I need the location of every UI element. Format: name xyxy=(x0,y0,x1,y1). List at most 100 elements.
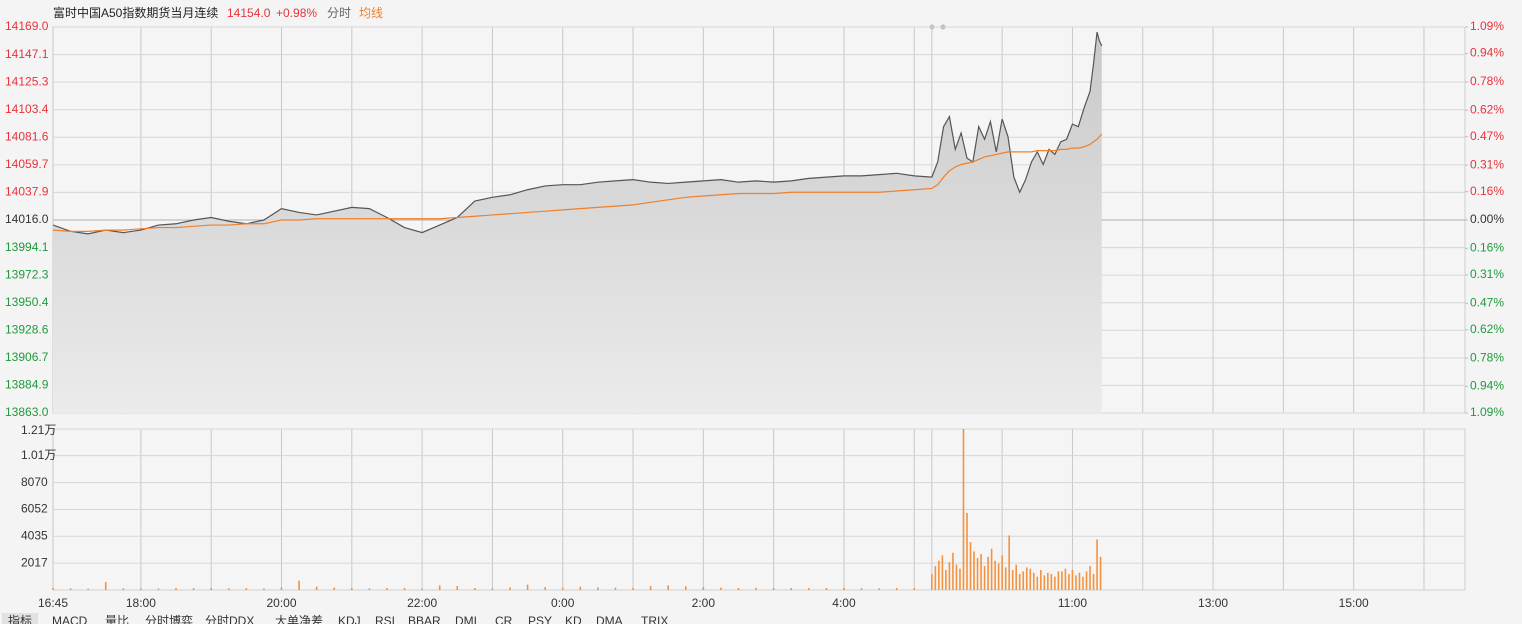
indicator-tab[interactable]: RSI xyxy=(375,614,395,624)
volume-bar xyxy=(614,587,617,590)
volume-bar xyxy=(825,588,828,590)
volume-bar xyxy=(526,584,529,590)
volume-bar xyxy=(1032,572,1035,590)
x-tick-label: 20:00 xyxy=(266,596,296,610)
volume-bar xyxy=(994,560,996,590)
average-line xyxy=(52,133,1103,232)
volume-bar xyxy=(280,587,283,590)
volume-bar xyxy=(997,563,1000,590)
volume-bar xyxy=(955,564,958,590)
y-tick-label: 13863.0 xyxy=(5,405,49,419)
indicator-tab[interactable]: KD xyxy=(565,614,582,624)
indicator-tab[interactable]: MACD xyxy=(52,614,88,624)
x-tick-label: 16:45 xyxy=(38,596,68,610)
volume-bar xyxy=(878,588,880,590)
x-tick-label: 0:00 xyxy=(551,596,575,610)
volume-bar xyxy=(1036,576,1039,590)
volume-bar xyxy=(808,588,810,590)
indicator-tab[interactable]: 分时DDX xyxy=(205,614,254,624)
indicator-tab[interactable]: CR xyxy=(495,614,513,624)
volume-bar xyxy=(69,588,72,590)
y-tick-label: 13906.7 xyxy=(5,350,49,364)
y-tick-label: 14037.9 xyxy=(5,185,49,199)
y2-tick-label: 0.31% xyxy=(1470,267,1504,281)
volume-bar xyxy=(973,551,975,590)
volume-bar xyxy=(298,580,300,590)
indicator-tab[interactable]: TRIX xyxy=(641,614,668,624)
volume-bar xyxy=(913,588,916,590)
volume-bar xyxy=(938,560,940,590)
volume-bar xyxy=(157,588,160,590)
y-tick-label: 1.21万 xyxy=(21,423,56,437)
volume-bar xyxy=(1018,574,1021,590)
y-tick-label: 13950.4 xyxy=(5,295,49,309)
volume-bar xyxy=(980,554,982,590)
volume-bar xyxy=(544,587,546,590)
y2-tick-label: 0.62% xyxy=(1470,102,1504,116)
volume-bar xyxy=(491,588,494,590)
volume-bar xyxy=(421,588,423,590)
indicator-tab[interactable]: BBAR xyxy=(408,614,441,624)
volume-bar xyxy=(1096,539,1098,590)
volume-bar xyxy=(1043,575,1046,590)
indicator-tab[interactable]: 大单净差 xyxy=(275,614,323,624)
volume-bar xyxy=(1064,568,1067,590)
indicator-tab[interactable]: KDJ xyxy=(338,614,361,624)
tab-box xyxy=(2,613,38,624)
price-area xyxy=(53,32,1102,414)
volume-bar xyxy=(772,587,775,590)
volume-bar xyxy=(976,558,979,590)
volume-bar xyxy=(122,588,125,590)
volume-bar xyxy=(403,587,406,590)
volume-bar xyxy=(966,512,968,590)
volume-bar xyxy=(1008,535,1010,590)
chart-title: 富时中国A50指数期货当月连续 xyxy=(53,5,218,20)
volume-bar xyxy=(175,588,177,590)
y-tick-label: 14125.3 xyxy=(5,74,49,88)
volume-bar xyxy=(1040,570,1042,590)
indicator-tab[interactable]: DMA xyxy=(596,614,623,624)
volume-bar xyxy=(351,588,353,590)
indicator-tab[interactable]: 分时博弈 xyxy=(145,613,193,624)
y2-tick-label: 0.31% xyxy=(1470,157,1504,171)
y-tick-label: 13994.1 xyxy=(5,240,49,254)
volume-bar xyxy=(790,588,793,590)
y2-tick-label: 0.16% xyxy=(1470,184,1504,198)
volume-bar xyxy=(474,588,476,590)
volume-bar xyxy=(1015,564,1018,590)
volume-bar xyxy=(245,588,248,590)
indicator-tab[interactable]: 指标 xyxy=(8,613,32,624)
x-tick-label: 4:00 xyxy=(832,596,856,610)
y-tick-label: 14169.0 xyxy=(5,19,49,33)
mode: 分时 xyxy=(327,6,351,20)
y-tick-label: 1.01万 xyxy=(21,448,56,462)
volume-bar xyxy=(386,588,388,590)
y-tick-label: 14016.0 xyxy=(5,212,49,226)
x-tick-label: 22:00 xyxy=(407,596,437,610)
volume-bar xyxy=(1075,575,1077,590)
volume-bar xyxy=(509,587,511,590)
volume-bar xyxy=(952,552,954,590)
y2-tick-label: 0.47% xyxy=(1470,295,1504,309)
x-tick-label: 2:00 xyxy=(692,596,716,610)
indicator-tab[interactable]: PSY xyxy=(528,614,552,624)
volume-bar xyxy=(1047,572,1049,590)
y2-tick-label: 1.09% xyxy=(1470,405,1504,419)
indicator-tab[interactable]: 量比 xyxy=(105,614,129,624)
y2-tick-label: 0.94% xyxy=(1470,46,1504,60)
x-tick-label: 11:00 xyxy=(1058,596,1087,610)
volume-bar xyxy=(1057,571,1060,590)
y2-tick-label: 0.94% xyxy=(1470,379,1504,393)
y2-tick-label: 0.00% xyxy=(1470,212,1504,226)
y-tick-label: 13928.6 xyxy=(5,322,49,336)
volume-bar xyxy=(1011,570,1014,590)
volume-bar xyxy=(104,582,107,590)
y2-tick-label: 1.09% xyxy=(1470,19,1504,33)
y2-tick-label: 0.78% xyxy=(1470,350,1504,364)
volume-bar xyxy=(1054,576,1056,590)
volume-bar xyxy=(1004,567,1007,590)
indicator-tab[interactable]: DMI xyxy=(455,614,477,624)
volume-bar xyxy=(962,429,965,590)
volume-bar xyxy=(895,588,898,590)
